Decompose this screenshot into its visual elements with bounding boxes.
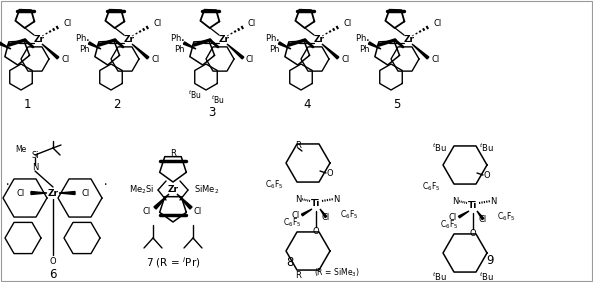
Text: C$_6$F$_5$: C$_6$F$_5$ — [497, 211, 515, 223]
Text: Zr: Zr — [47, 188, 59, 197]
Text: Zr: Zr — [123, 34, 135, 43]
Text: Cl: Cl — [322, 213, 330, 221]
Polygon shape — [301, 209, 312, 216]
Text: N: N — [490, 197, 496, 206]
Text: O: O — [484, 171, 490, 180]
Text: O: O — [313, 226, 319, 235]
Text: Cl: Cl — [343, 19, 351, 28]
Text: Me$_2$Si: Me$_2$Si — [129, 184, 154, 196]
Text: 2: 2 — [113, 98, 121, 111]
Text: SiMe$_2$: SiMe$_2$ — [194, 184, 219, 196]
Text: N: N — [32, 164, 38, 173]
Text: Cl: Cl — [341, 56, 349, 65]
Text: 8: 8 — [286, 257, 294, 270]
Text: (R = SiMe$_3$): (R = SiMe$_3$) — [314, 267, 360, 279]
Text: R: R — [170, 149, 176, 158]
Polygon shape — [227, 44, 244, 59]
Polygon shape — [412, 44, 429, 59]
Text: N: N — [452, 197, 458, 206]
Text: Ph: Ph — [269, 45, 280, 54]
Text: Cl: Cl — [449, 213, 457, 221]
Polygon shape — [368, 42, 381, 49]
Polygon shape — [0, 42, 11, 49]
Text: Ph$_{\bullet}$: Ph$_{\bullet}$ — [75, 33, 90, 43]
Text: Zr: Zr — [167, 186, 178, 195]
Text: Ph$_{\bullet}$: Ph$_{\bullet}$ — [265, 33, 280, 43]
Text: Cl: Cl — [433, 19, 441, 28]
Text: $^t$Bu: $^t$Bu — [188, 89, 202, 101]
Text: C$_6$F$_5$: C$_6$F$_5$ — [264, 179, 283, 191]
Text: Zr: Zr — [33, 34, 44, 43]
Text: $^t$Bu: $^t$Bu — [432, 271, 448, 282]
Polygon shape — [31, 191, 47, 195]
Text: O: O — [327, 169, 333, 177]
Text: Ph$_{\bullet}$: Ph$_{\bullet}$ — [170, 33, 185, 43]
Polygon shape — [320, 209, 327, 218]
Text: N: N — [295, 195, 301, 204]
Text: Cl: Cl — [143, 208, 151, 217]
Text: $\bullet$: $\bullet$ — [5, 180, 9, 186]
Text: C$_6$F$_5$: C$_6$F$_5$ — [422, 181, 440, 193]
Text: O: O — [50, 257, 56, 265]
Text: R: R — [295, 140, 301, 149]
Text: Cl: Cl — [63, 19, 71, 28]
Text: Si: Si — [31, 151, 39, 160]
Text: Cl: Cl — [292, 210, 300, 219]
Text: Ph: Ph — [174, 45, 185, 54]
Text: $^t$Bu: $^t$Bu — [480, 271, 495, 282]
Text: Cl: Cl — [17, 188, 25, 197]
Text: R: R — [295, 270, 301, 279]
Polygon shape — [322, 44, 339, 59]
Text: N: N — [333, 195, 339, 204]
Text: Ph: Ph — [359, 45, 370, 54]
Text: C$_6$F$_5$: C$_6$F$_5$ — [283, 217, 301, 229]
Polygon shape — [177, 194, 192, 209]
Text: 7 (R = $^i$Pr): 7 (R = $^i$Pr) — [146, 255, 200, 270]
Text: O: O — [470, 228, 476, 237]
Polygon shape — [42, 44, 59, 59]
Text: Cl: Cl — [248, 19, 256, 28]
Text: Zr: Zr — [403, 34, 415, 43]
Text: Cl: Cl — [151, 56, 160, 65]
Text: Cl: Cl — [81, 188, 90, 197]
Text: Me: Me — [16, 146, 27, 155]
Polygon shape — [183, 42, 196, 49]
Text: 3: 3 — [208, 105, 216, 118]
Text: Zr: Zr — [218, 34, 229, 43]
Text: Cl: Cl — [193, 208, 201, 217]
Text: $^t$Bu: $^t$Bu — [480, 142, 495, 154]
Polygon shape — [132, 44, 149, 59]
Polygon shape — [154, 194, 169, 209]
Text: 4: 4 — [303, 98, 311, 111]
Text: $^t$Bu: $^t$Bu — [432, 142, 448, 154]
Text: Cl: Cl — [153, 19, 161, 28]
Text: Ph: Ph — [79, 45, 90, 54]
Polygon shape — [88, 42, 101, 49]
Text: 1: 1 — [23, 98, 31, 111]
Text: $^t$Bu: $^t$Bu — [211, 94, 225, 106]
Text: 6: 6 — [49, 268, 57, 281]
Text: Cl: Cl — [479, 215, 487, 224]
Text: Cl: Cl — [431, 56, 439, 65]
Polygon shape — [279, 42, 291, 49]
Text: Cl: Cl — [61, 56, 69, 65]
Text: C$_6$F$_5$: C$_6$F$_5$ — [440, 219, 458, 231]
Text: $\bullet$: $\bullet$ — [103, 180, 107, 186]
Polygon shape — [477, 211, 484, 220]
Text: Ti: Ti — [468, 201, 478, 210]
Polygon shape — [458, 211, 469, 218]
Text: Zr: Zr — [314, 34, 324, 43]
Polygon shape — [59, 191, 75, 195]
Text: 5: 5 — [393, 98, 401, 111]
Text: Ph$_{\bullet}$: Ph$_{\bullet}$ — [355, 33, 370, 43]
Text: 9: 9 — [486, 254, 494, 268]
Text: C$_6$F$_5$: C$_6$F$_5$ — [340, 209, 358, 221]
Text: Ti: Ti — [311, 199, 321, 208]
Text: Cl: Cl — [246, 56, 254, 65]
